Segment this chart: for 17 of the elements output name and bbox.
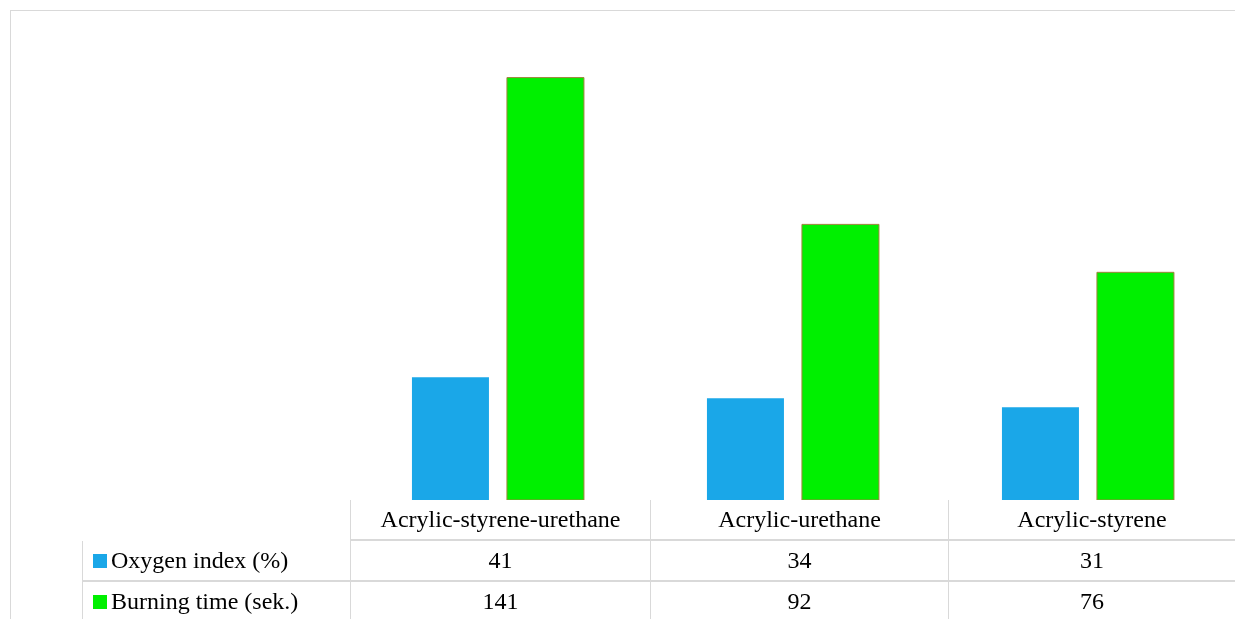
- bar: [801, 223, 880, 500]
- x-tick-label: Acrylic-styrene-urethane: [350, 500, 650, 541]
- data-label: 41: [350, 541, 650, 582]
- bar: [706, 398, 784, 500]
- legend-label: Oxygen index (%): [111, 547, 289, 574]
- x-tick-label: Acrylic-urethane: [650, 500, 948, 541]
- x-tick-label: Acrylic-styrene: [948, 500, 1235, 541]
- bar: [506, 77, 585, 500]
- legend-label: Burning time (sek.): [111, 588, 299, 615]
- bar: [1096, 271, 1175, 500]
- data-label: 141: [350, 582, 650, 619]
- bar: [1001, 407, 1079, 500]
- bar: [411, 377, 489, 500]
- data-label: 92: [650, 582, 948, 619]
- data-label: 76: [948, 582, 1235, 619]
- data-label: 34: [650, 541, 948, 582]
- data-label: 31: [948, 541, 1235, 582]
